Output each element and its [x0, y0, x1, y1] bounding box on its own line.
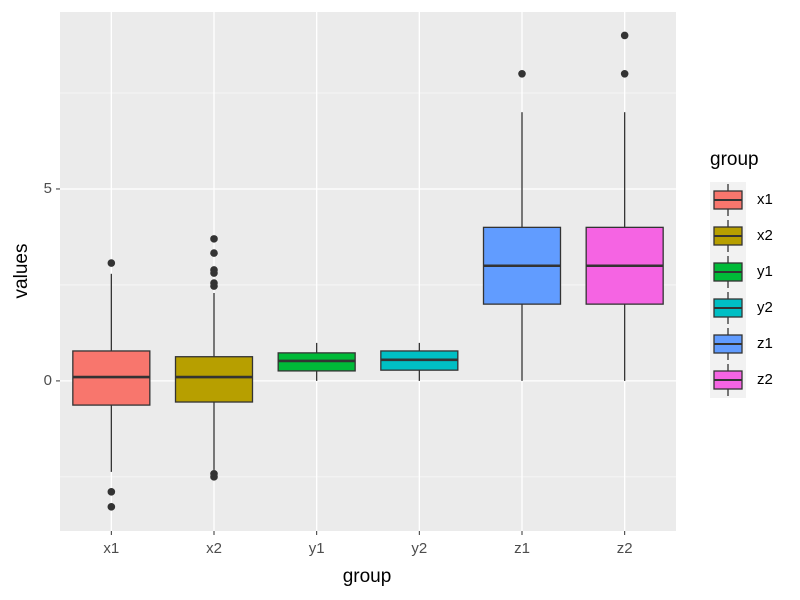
y-tick-label: 5: [44, 180, 52, 197]
outlier: [107, 503, 116, 511]
x-tick-label: x2: [206, 540, 222, 557]
outlier: [620, 70, 629, 78]
legend-title: group: [710, 149, 759, 170]
outlier: [518, 70, 526, 78]
x-tick-label: y1: [309, 540, 325, 557]
legend-label: x1: [757, 191, 773, 208]
x-tick-label: x1: [103, 540, 119, 557]
legend-label: y2: [757, 299, 773, 316]
outlier: [210, 473, 218, 481]
x-tick-label: z1: [514, 540, 530, 557]
x-tick-label: y2: [411, 540, 427, 557]
outlier: [210, 235, 218, 243]
box: [174, 356, 254, 403]
outlier: [210, 249, 218, 257]
panel: [60, 12, 676, 531]
outlier: [107, 259, 116, 267]
y-tick-label: 0: [44, 372, 52, 389]
outlier: [210, 269, 218, 277]
legend-label: z2: [757, 371, 773, 388]
outlier: [107, 488, 116, 496]
x-axis-title: group: [343, 566, 392, 587]
outlier: [620, 31, 629, 40]
legend-label: z1: [757, 335, 773, 352]
x-tick-label: z2: [617, 540, 633, 557]
legend-label: y1: [757, 263, 773, 280]
legend-label: x2: [757, 227, 773, 244]
y-axis-title: values: [11, 244, 32, 299]
outlier: [210, 282, 218, 290]
